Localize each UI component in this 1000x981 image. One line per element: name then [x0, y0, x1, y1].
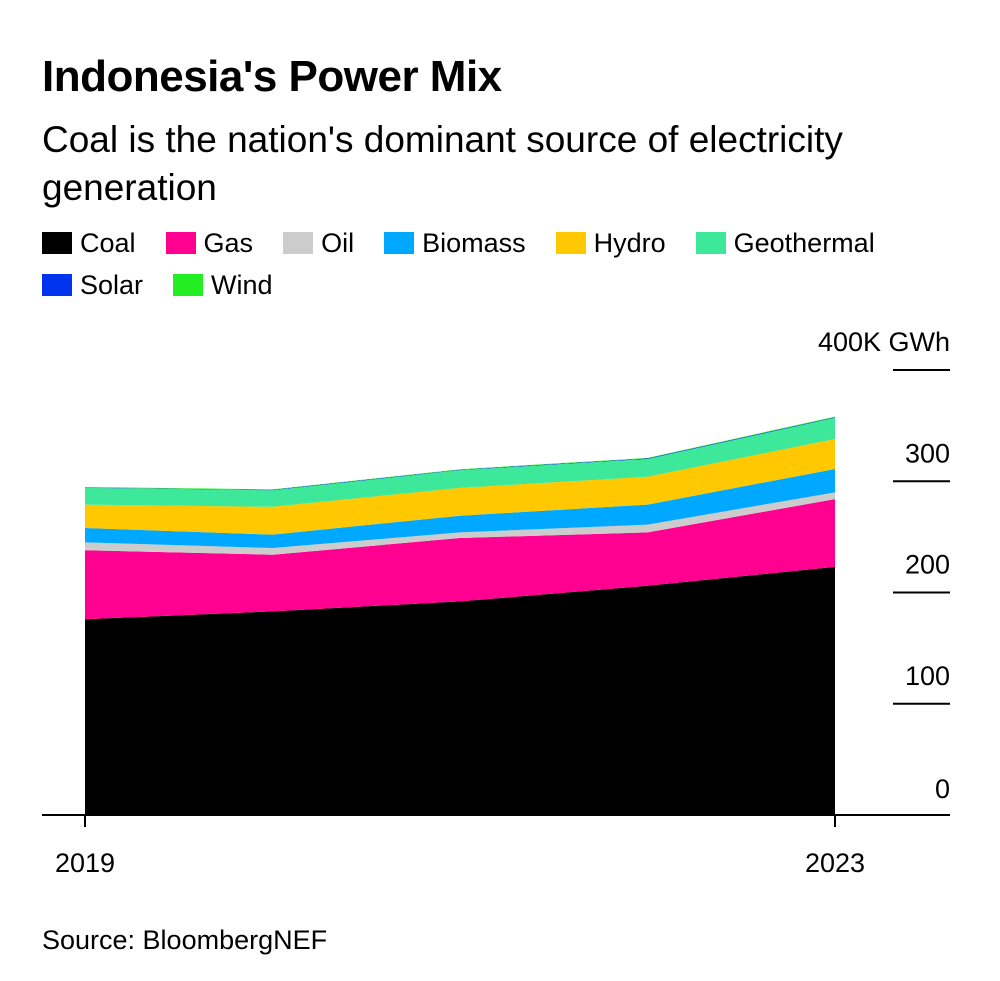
y-tick-label: 300 [905, 438, 950, 468]
legend-swatch-hydro [555, 232, 586, 254]
legend-item-oil: Oil [283, 228, 354, 258]
legend-label: Solar [80, 269, 144, 300]
legend-item-coal: Coal [42, 228, 136, 258]
legend-item-solar: Solar [42, 270, 143, 300]
legend-swatch-coal [42, 232, 72, 254]
legend-item-gas: Gas [165, 227, 254, 258]
legend-swatch-wind [173, 274, 204, 296]
area-chart: 0 100 200 300 400K GWh 2019 2023 [42, 327, 950, 878]
legend-label: Wind [211, 269, 273, 300]
x-tick-label: 2023 [805, 848, 865, 878]
chart-title: Indonesia's Power Mix [42, 52, 502, 101]
area-hydro [85, 439, 835, 535]
area-biomass [85, 469, 835, 548]
area-oil [85, 492, 835, 555]
legend-swatch-geothermal [695, 232, 726, 254]
legend-label: Coal [80, 227, 136, 258]
area-geothermal [85, 417, 835, 507]
y-tick-label: 100 [905, 661, 950, 691]
area-coal [85, 566, 835, 815]
area-gas [85, 499, 835, 620]
legend-swatch-biomass [384, 232, 415, 254]
y-tick-label: 0 [935, 774, 950, 804]
legend-swatch-solar [42, 274, 72, 296]
legend-label: Oil [321, 227, 355, 258]
legend-label: Geothermal [733, 227, 875, 258]
legend-item-hydro: Hydro [555, 227, 666, 258]
legend-item-geothermal: Geothermal [695, 227, 875, 258]
y-tick-label: 400K GWh [818, 327, 950, 357]
legend-label: Gas [203, 227, 254, 258]
legend-item-wind: Wind [173, 270, 273, 300]
legend-item-biomass: Biomass [384, 228, 526, 258]
chart-subtitle: Coal is the nation's dominant source of … [42, 119, 843, 208]
legend-label: Hydro [593, 227, 666, 258]
y-tick-label: 200 [905, 550, 950, 580]
source-note: Source: BloombergNEF [42, 925, 328, 955]
x-tick-label: 2019 [55, 848, 115, 878]
legend-label: Biomass [422, 227, 526, 258]
legend-swatch-oil [283, 232, 314, 254]
legend-swatch-gas [165, 232, 196, 254]
legend: Coal Gas Oil Biomass Hydro Geothermal Solar Win… [42, 228, 942, 300]
